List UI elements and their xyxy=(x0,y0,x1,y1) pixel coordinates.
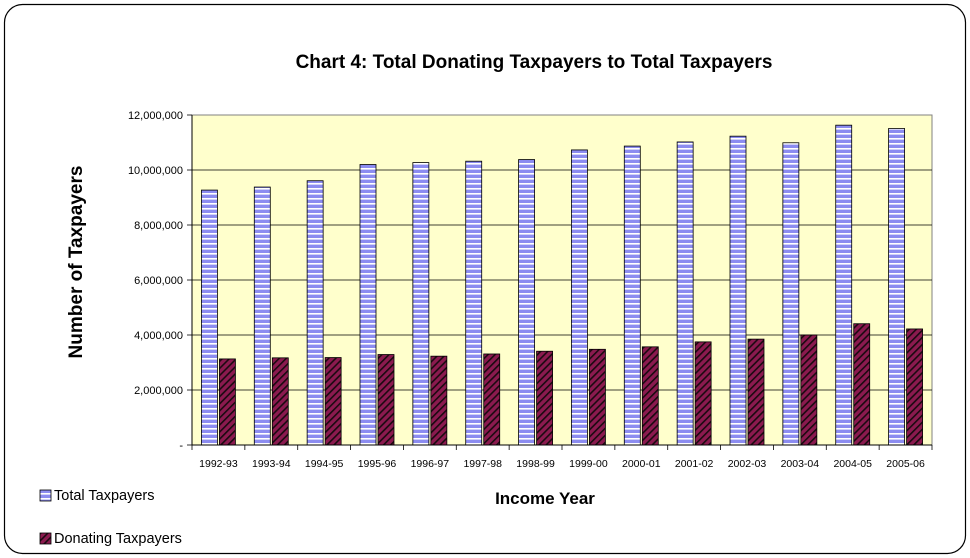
y-tick-label: 8,000,000 xyxy=(134,220,183,232)
y-tick-label: 2,000,000 xyxy=(134,385,183,397)
bar-total-taxpayers xyxy=(676,141,694,446)
bar-total-taxpayers xyxy=(518,159,535,446)
legend-label-total: Total Taxpayers xyxy=(54,488,154,504)
bar-total-taxpayers xyxy=(359,164,377,446)
y-tick-label: - xyxy=(179,440,183,452)
chart-title: Chart 4: Total Donating Taxpayers to Tot… xyxy=(296,52,773,73)
x-tick-label: 1992-93 xyxy=(199,458,238,470)
x-tick-label: 1996-97 xyxy=(411,458,450,470)
x-tick-label: 1999-00 xyxy=(569,458,608,470)
bar-total-taxpayers xyxy=(306,180,324,446)
legend-item-donating: Donating Taxpayers xyxy=(39,531,182,547)
bars xyxy=(201,124,923,446)
y-tick-label: 6,000,000 xyxy=(134,275,183,287)
x-tick-label: 1997-98 xyxy=(463,458,502,470)
legend-item-total: Total Taxpayers xyxy=(39,488,154,504)
bar-donating-taxpayers xyxy=(483,353,501,446)
bar-donating-taxpayers xyxy=(324,357,342,446)
bar-donating-taxpayers xyxy=(589,348,606,446)
y-tick-label: 12,000,000 xyxy=(128,110,183,122)
y-tick-label: 10,000,000 xyxy=(128,165,183,177)
x-axis-label: Income Year xyxy=(495,489,595,508)
bar-donating-taxpayers xyxy=(800,334,818,446)
bar-total-taxpayers xyxy=(253,186,271,446)
bar-total-taxpayers xyxy=(835,124,853,446)
legend: Total Taxpayers Donating Taxpayers xyxy=(39,488,182,547)
x-tick-label: 2002-03 xyxy=(728,458,767,470)
x-axis-ticks: 1992-93 1993-94 1994-95 1995-96 1996-97 1997-… xyxy=(191,444,933,470)
legend-swatch-total xyxy=(39,489,52,502)
x-tick-label: 1998-99 xyxy=(516,458,555,470)
bar-donating-taxpayers xyxy=(906,328,923,446)
bar-donating-taxpayers xyxy=(271,357,289,446)
bar-total-taxpayers xyxy=(623,145,641,446)
bar-total-taxpayers xyxy=(782,142,800,446)
bar-total-taxpayers xyxy=(888,128,905,446)
y-axis-ticks: - 2,000,000 4,000,000 6,000,000 8,000,000 10,… xyxy=(128,110,193,452)
bar-donating-taxpayers xyxy=(641,346,659,446)
bar-donating-taxpayers xyxy=(219,358,236,446)
x-tick-label: 2001-02 xyxy=(675,458,714,470)
bar-donating-taxpayers xyxy=(377,354,395,446)
x-tick-label: 2004-05 xyxy=(833,458,872,470)
bar-donating-taxpayers xyxy=(536,350,553,446)
x-tick-label: 1993-94 xyxy=(252,458,291,470)
bar-total-taxpayers xyxy=(412,162,430,446)
y-tick-label: 4,000,000 xyxy=(134,330,183,342)
x-tick-label: 1994-95 xyxy=(305,458,344,470)
bar-total-taxpayers xyxy=(729,135,747,446)
bar-donating-taxpayers xyxy=(747,338,765,446)
x-tick-label: 2003-04 xyxy=(781,458,820,470)
legend-swatch-donating xyxy=(39,532,52,545)
x-tick-label: 2000-01 xyxy=(622,458,661,470)
x-tick-label: 1995-96 xyxy=(358,458,397,470)
bar-donating-taxpayers xyxy=(853,323,871,446)
bar-total-taxpayers xyxy=(201,189,218,446)
bar-total-taxpayers xyxy=(571,149,588,446)
legend-label-donating: Donating Taxpayers xyxy=(54,531,182,547)
y-axis-label: Number of Taxpayers xyxy=(66,166,87,359)
bar-donating-taxpayers xyxy=(430,355,448,446)
bar-donating-taxpayers xyxy=(694,341,712,446)
bar-total-taxpayers xyxy=(465,160,483,446)
x-tick-label: 2005-06 xyxy=(886,458,925,470)
